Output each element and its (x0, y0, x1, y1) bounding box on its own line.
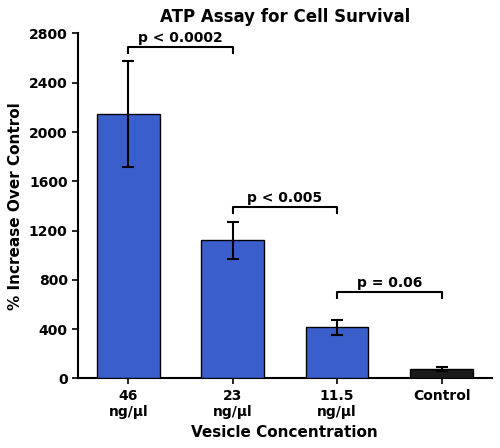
Text: p = 0.06: p = 0.06 (356, 276, 422, 290)
Bar (410, 369, 473, 379)
Y-axis label: % Increase Over Control: % Increase Over Control (8, 102, 24, 310)
Title: ATP Assay for Cell Survival: ATP Assay for Cell Survival (160, 9, 410, 26)
Text: p < 0.005: p < 0.005 (248, 191, 322, 205)
Bar (202, 241, 264, 379)
X-axis label: Vesicle Concentration: Vesicle Concentration (192, 425, 378, 439)
Bar (306, 327, 368, 379)
Text: p < 0.0002: p < 0.0002 (138, 30, 223, 44)
Bar (97, 113, 160, 379)
